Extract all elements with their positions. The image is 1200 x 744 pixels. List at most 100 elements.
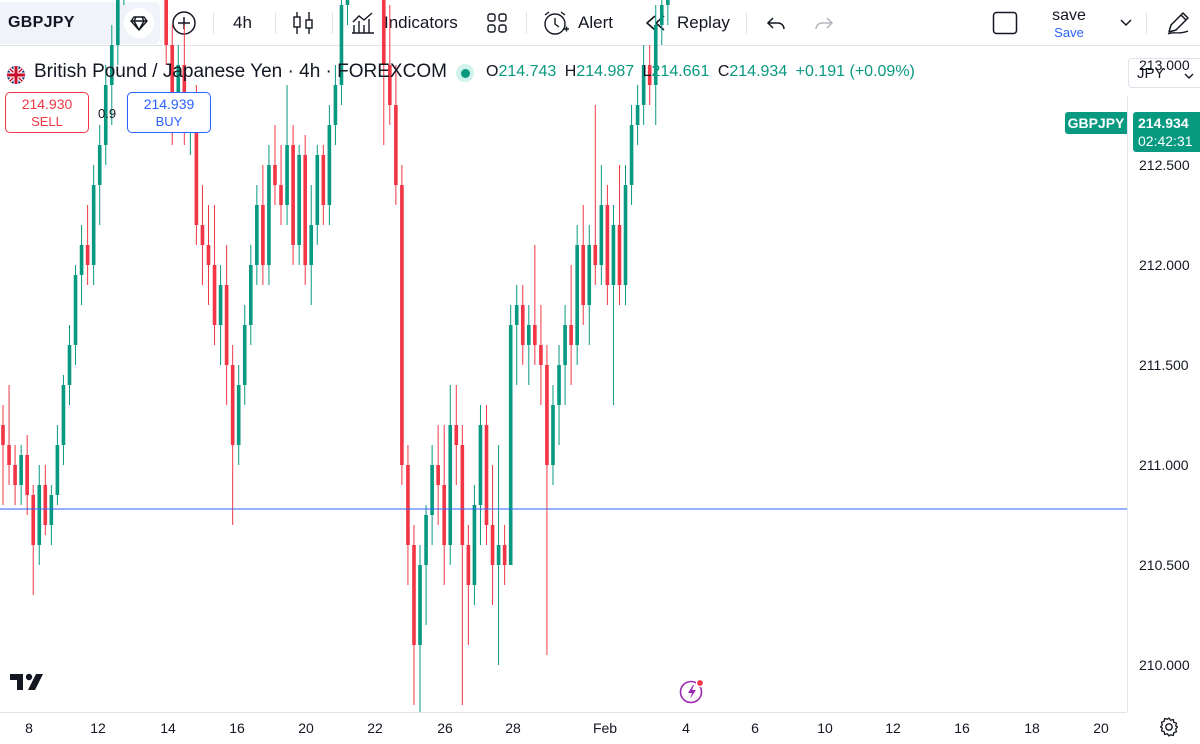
- candle: [599, 165, 604, 285]
- candle: [224, 245, 229, 405]
- candle-body: [309, 225, 314, 265]
- candle: [37, 465, 42, 565]
- candle-body: [242, 325, 247, 385]
- candle-body: [218, 285, 223, 325]
- candle: [61, 375, 66, 465]
- candle: [381, 0, 386, 145]
- candle: [285, 85, 289, 225]
- candle-body: [79, 245, 84, 275]
- candle: [242, 305, 247, 405]
- gb-flag-icon: [7, 66, 25, 84]
- candle: [43, 465, 48, 535]
- candle-body: [418, 565, 422, 645]
- candle: [527, 305, 531, 385]
- save-button[interactable]: save Save: [1040, 0, 1098, 46]
- price-chart[interactable]: [0, 0, 1127, 712]
- candle: [67, 325, 72, 405]
- candle: [333, 65, 338, 145]
- candle-body: [629, 125, 634, 185]
- candle: [79, 225, 84, 305]
- currency-label: JPY: [1137, 65, 1165, 82]
- candle-body: [454, 425, 459, 445]
- pencil-icon[interactable]: [1164, 0, 1194, 46]
- candle-body: [466, 545, 471, 585]
- candle-body: [1, 425, 5, 445]
- candle-body: [61, 385, 66, 445]
- candle-body: [545, 365, 549, 465]
- candle-body: [273, 165, 277, 185]
- candle-body: [236, 385, 241, 445]
- lightning-icon[interactable]: [678, 677, 706, 705]
- symbol-label: GBPJPY: [8, 14, 75, 31]
- candle-body: [659, 5, 664, 25]
- candle-body: [170, 45, 175, 105]
- candle: [230, 345, 235, 525]
- price-tick-label: 211.500: [1139, 357, 1189, 373]
- candle: [533, 245, 537, 365]
- candle-body: [406, 465, 410, 545]
- candle-body: [116, 0, 120, 45]
- symbol-search-button[interactable]: GBPJPY: [0, 2, 160, 44]
- interval-button[interactable]: 4h: [233, 0, 252, 46]
- candle-body: [345, 0, 350, 5]
- candle-body: [230, 365, 235, 445]
- candle: [539, 305, 543, 405]
- candle: [19, 445, 23, 505]
- candle-body: [520, 305, 525, 345]
- alert-button[interactable]: Alert: [542, 0, 613, 46]
- candle: [200, 185, 205, 285]
- candle: [545, 345, 549, 655]
- gear-icon[interactable]: [1158, 716, 1180, 743]
- candle: [436, 425, 440, 525]
- candle-body: [176, 65, 181, 105]
- chevron-down-icon[interactable]: [1120, 0, 1134, 46]
- candle-body: [400, 185, 404, 465]
- candle-body: [206, 245, 211, 265]
- price-axis[interactable]: 209.500210.000210.500211.000211.500212.0…: [1127, 57, 1200, 712]
- top-toolbar: GBPJPY 4h Indicators Alert Replay: [0, 0, 1200, 46]
- redo-icon[interactable]: [814, 0, 836, 46]
- diamond-icon[interactable]: [124, 8, 154, 38]
- candle: [206, 205, 211, 305]
- candle: [49, 485, 54, 545]
- tradingview-logo-icon[interactable]: [10, 672, 48, 697]
- buy-button[interactable]: 214.939 BUY: [127, 92, 211, 133]
- candle: [255, 185, 259, 285]
- candle-body: [194, 105, 199, 225]
- candle-body: [484, 425, 489, 525]
- candle: [635, 85, 640, 145]
- time-tick-label: 28: [505, 720, 521, 736]
- legend-title[interactable]: British Pound / Japanese Yen · 4h · FORE…: [34, 61, 447, 82]
- candle: [327, 105, 332, 225]
- layout-grid-icon[interactable]: [486, 0, 510, 46]
- time-tick-label: 10: [817, 720, 833, 736]
- time-axis[interactable]: 8 12 14 16 20 22 26 28 Feb 4 6 10 12 16 18 20: [0, 712, 1127, 744]
- candle-body: [43, 485, 48, 525]
- interval-label: 4h: [233, 13, 252, 32]
- sell-button[interactable]: 214.930 SELL: [5, 92, 89, 133]
- indicators-button[interactable]: Indicators: [350, 0, 458, 46]
- candle: [31, 485, 36, 595]
- time-tick-label: 20: [298, 720, 314, 736]
- candle-body: [67, 345, 72, 385]
- candle-body: [647, 65, 652, 85]
- candle: [647, 45, 652, 105]
- toolbar-divider: [1146, 12, 1147, 34]
- toolbar-divider: [275, 12, 276, 34]
- candle: [273, 125, 277, 205]
- candle-body: [581, 245, 586, 305]
- undo-icon[interactable]: [766, 0, 788, 46]
- candle: [73, 265, 78, 365]
- market-status-icon[interactable]: [456, 64, 474, 82]
- candle-body: [478, 425, 483, 505]
- candle: [623, 165, 628, 305]
- candle: [666, 0, 670, 25]
- candles-icon[interactable]: [292, 0, 316, 46]
- currency-select[interactable]: JPY: [1128, 58, 1200, 88]
- candle: [103, 65, 108, 165]
- alert-label: Alert: [578, 13, 613, 32]
- square-icon[interactable]: [992, 0, 1020, 46]
- toolbar-divider: [213, 12, 214, 34]
- candle-body: [394, 105, 398, 185]
- candle-body: [496, 545, 501, 565]
